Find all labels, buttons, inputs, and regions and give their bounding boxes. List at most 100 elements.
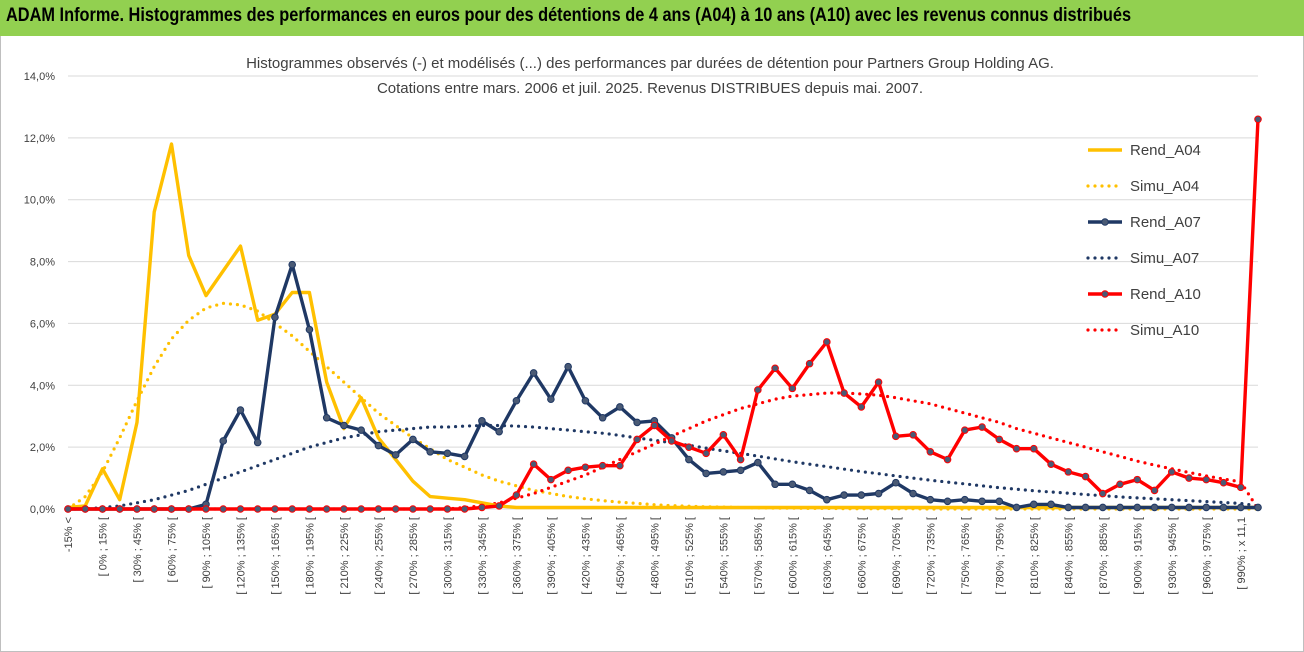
series-group — [64, 115, 1262, 513]
rend-a07-point — [1167, 503, 1176, 512]
legend-label-rend-a04: Rend_A04 — [1130, 142, 1201, 159]
rend-a10-point — [771, 364, 779, 373]
rend-a10-point — [857, 403, 866, 411]
rend-a10-line — [68, 119, 1260, 511]
rend-a10-point — [874, 378, 883, 386]
rend-a10-point — [374, 505, 383, 513]
y-tick-label: 2,0% — [30, 442, 55, 454]
rend-a07-point — [219, 437, 228, 445]
rend-a10-point — [1098, 489, 1107, 498]
rend-a10-point — [840, 389, 848, 397]
x-tick-label: [ 660% ; 675% [ — [856, 517, 868, 595]
rend-a10-point — [98, 505, 107, 513]
rend-a10-point — [460, 505, 469, 513]
rend-a04-line — [67, 142, 1258, 510]
rend-a10-point — [547, 475, 555, 484]
rend-a10-point — [150, 505, 159, 513]
rend-a10-point — [288, 505, 297, 513]
x-tick-label: [ 600% ; 615% [ — [787, 517, 799, 595]
rend-a10-point — [529, 460, 538, 468]
x-tick-label: [ 540% ; 555% [ — [718, 517, 730, 595]
rend-a10-point — [202, 505, 210, 513]
rend-a07-point — [874, 489, 883, 498]
chart-subtitle: Cotations entre mars. 2006 et juil. 2025… — [377, 80, 923, 97]
rend-a10-point — [926, 447, 935, 456]
rend-a10-point — [1064, 468, 1073, 476]
x-tick-label: [ 420% ; 435% [ — [580, 517, 592, 595]
rend-a10-point — [64, 505, 72, 513]
legend-label-simu-a07: Simu_A07 — [1130, 250, 1199, 267]
rend-a07-point — [305, 325, 314, 334]
rend-a10-point — [478, 503, 486, 512]
rend-a10-point — [995, 435, 1004, 444]
rend-a10-point — [633, 435, 641, 444]
x-tick-label: [ 900% ; 915% [ — [1132, 517, 1144, 595]
rend-a07-point — [409, 435, 417, 444]
rend-a07-point — [943, 497, 952, 506]
x-tick-label: [ 690% ; 705% [ — [891, 517, 903, 595]
x-tick-label: [ 330% ; 345% [ — [477, 517, 489, 595]
rend-a10-point — [823, 338, 831, 346]
rend-a07-point — [1064, 503, 1073, 512]
rend-a07-point — [719, 468, 728, 476]
y-tick-label: 4,0% — [30, 380, 55, 392]
simu-a04-line — [66, 301, 1260, 511]
rend-a07-point — [978, 497, 986, 506]
rend-a10-point — [426, 505, 434, 513]
rend-a10-point — [564, 466, 572, 475]
x-tick-label: [ 870% ; 885% [ — [1098, 517, 1110, 595]
legend: Rend_A04 Simu_A04 Rend_A07 Simu_A07 Rend_A10… — [1086, 142, 1201, 339]
rend-a07-point — [1150, 503, 1159, 512]
rend-a07-point — [391, 451, 400, 459]
rend-a10-point — [184, 505, 193, 513]
grid-lines — [68, 75, 1258, 510]
rend-a10-point — [909, 430, 917, 439]
x-tick-label: [ 0% ; 15% [ — [97, 517, 109, 576]
title-banner: ADAM Informe. Histogrammes des performan… — [0, 0, 1304, 36]
rend-a07-point — [823, 495, 831, 504]
rend-a10-point — [236, 505, 245, 513]
x-tick-label: [ 180% ; 195% [ — [304, 517, 316, 595]
rend-a07-point — [961, 495, 969, 504]
rend-a07-point — [478, 417, 486, 425]
rend-a07-line — [68, 263, 1258, 511]
x-tick-label: [ 960% ; 975% [ — [1201, 517, 1213, 595]
rend-a07-point — [633, 418, 641, 427]
rend-a07-point — [1012, 503, 1021, 512]
x-tick-label: [ 480% ; 495% [ — [649, 517, 661, 595]
legend-label-simu-a10: Simu_A10 — [1130, 322, 1199, 339]
rend-a10-point — [1167, 468, 1176, 476]
rend-a10-point — [167, 505, 176, 513]
y-tick-label: 8,0% — [30, 257, 55, 269]
rend-a07-point — [909, 489, 917, 498]
legend-marker-rend-a07 — [1101, 218, 1109, 226]
rend-a10-point — [322, 505, 331, 513]
rend-a07-point — [581, 396, 590, 405]
rend-a10-point — [357, 505, 365, 513]
rend-a07-point — [426, 447, 434, 456]
legend-marker-rend-a10 — [1101, 290, 1109, 298]
rend-a10-point — [961, 426, 969, 434]
rend-a07-point — [288, 260, 297, 269]
y-tick-label: 0,0% — [30, 504, 55, 516]
rend-a10-point — [1219, 478, 1228, 487]
rend-a10-point — [495, 502, 503, 510]
x-tick-label: [ 390% ; 405% [ — [546, 517, 558, 595]
rend-a10-point — [754, 386, 762, 394]
rend-a10-point — [1047, 460, 1055, 468]
y-tick-label: 10,0% — [24, 195, 55, 207]
rend-a07-point — [1029, 500, 1038, 509]
rend-a07-point — [1185, 503, 1193, 512]
rend-a10-point — [581, 463, 590, 472]
rend-a10-point — [512, 491, 521, 499]
x-tick-label: [ 240% ; 255% [ — [373, 517, 385, 595]
rend-a07-point — [547, 395, 555, 404]
x-tick-label: [ 150% ; 165% [ — [270, 517, 282, 595]
rend-a10-point — [736, 455, 745, 464]
rend-a07-point — [736, 466, 745, 475]
simu-a07-line — [66, 423, 1260, 511]
rend-a10-point — [719, 430, 728, 439]
rend-a07-point — [926, 495, 935, 504]
rend-a07-point — [529, 369, 538, 377]
